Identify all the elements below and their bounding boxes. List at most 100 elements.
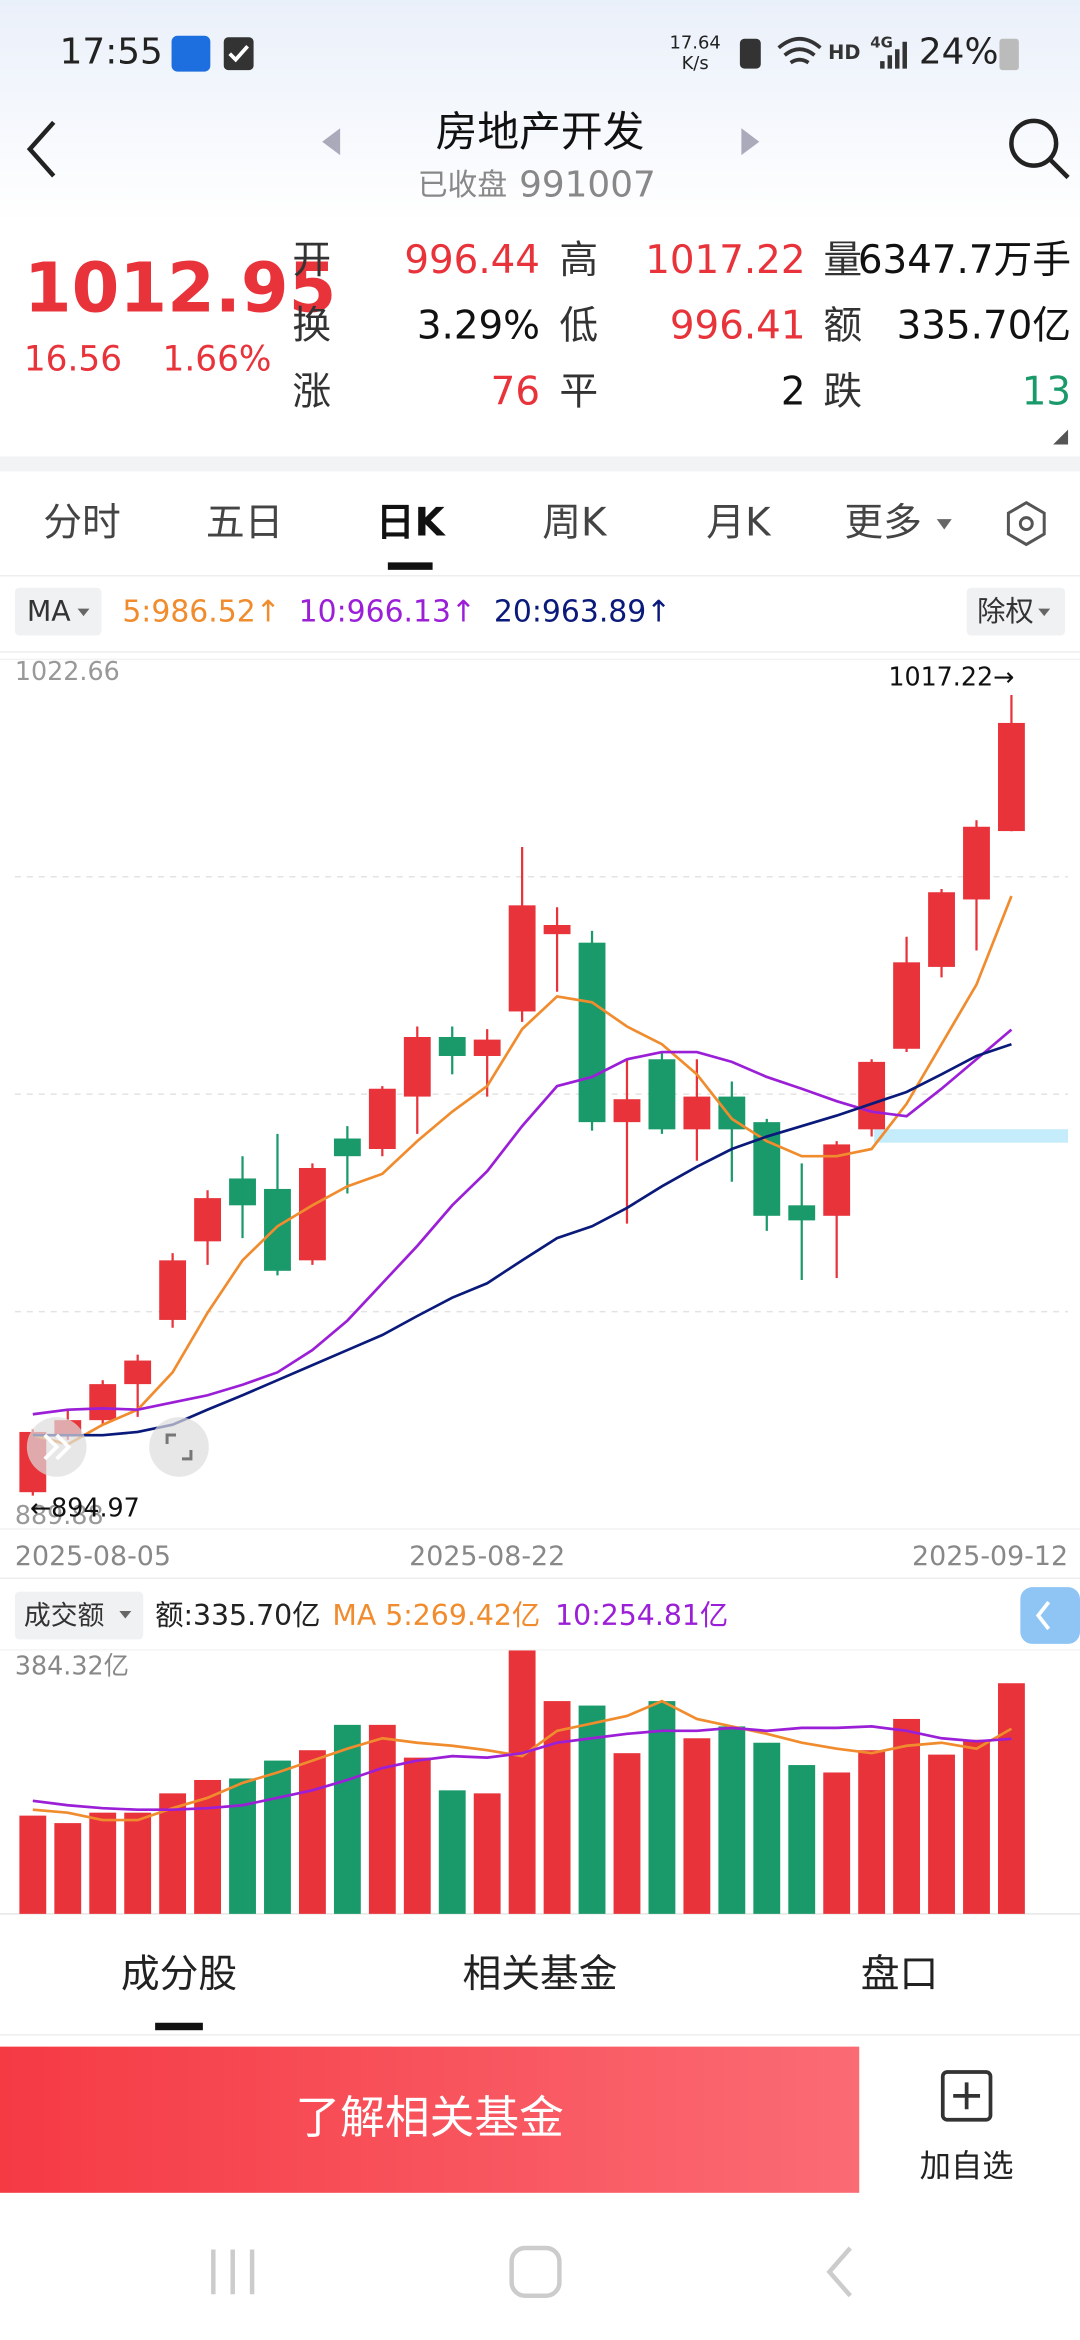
net-speed: 17.64 xyxy=(670,32,721,53)
candle-body xyxy=(788,1205,816,1221)
volume-ma-line xyxy=(32,1725,1012,1812)
fund-button-label: 了解相关基金 xyxy=(295,2091,564,2144)
volume-bar xyxy=(753,1742,781,1914)
candle-body xyxy=(124,1360,152,1385)
stat-label: 涨 xyxy=(292,369,331,414)
volume-bar xyxy=(928,1754,955,1914)
volume-bar xyxy=(613,1753,641,1914)
adjust-dropdown-arrow xyxy=(1038,608,1051,617)
bottom-tab[interactable]: 相关基金 xyxy=(462,1952,617,1997)
candle-body xyxy=(473,1039,501,1056)
section-gap xyxy=(0,456,1080,472)
nav-back[interactable] xyxy=(826,2246,852,2298)
collapse-icon xyxy=(43,1433,72,1461)
stat-label: 换 xyxy=(292,304,331,349)
stat-label: 低 xyxy=(559,304,598,349)
wifi-icon xyxy=(777,36,822,65)
side-panel-arrow xyxy=(1035,1600,1051,1631)
stat-label: 高 xyxy=(559,238,598,283)
prev-arrow[interactable] xyxy=(322,128,341,156)
stat-value: 6347.7万手 xyxy=(858,238,1071,283)
fullscreen-icon xyxy=(165,1433,193,1461)
candle-body xyxy=(928,892,955,967)
active-tab-indicator xyxy=(155,2022,203,2031)
volume-dropdown-arrow xyxy=(119,1611,132,1619)
volume-selector-label: 成交额 xyxy=(24,1601,105,1632)
volume-bar xyxy=(19,1815,47,1914)
fund-button[interactable] xyxy=(0,2046,860,2193)
bottom-tab[interactable]: 成分股 xyxy=(121,1952,237,1997)
candle-body xyxy=(333,1138,361,1157)
adjust-selector[interactable] xyxy=(966,587,1066,636)
volume-bar xyxy=(368,1724,396,1914)
period-tab[interactable]: 五日 xyxy=(206,501,284,546)
candle-body xyxy=(858,1061,886,1130)
hd-label: HD xyxy=(828,41,860,64)
x-tick-label: 2025-08-22 xyxy=(409,1541,565,1572)
watchlist-label: 加自选 xyxy=(920,2148,1014,2184)
stat-value: 76 xyxy=(491,369,540,414)
volume-selector[interactable] xyxy=(14,1591,144,1640)
candle-body xyxy=(578,942,606,1123)
stat-value: 3.29% xyxy=(417,304,540,349)
candle-body xyxy=(893,962,921,1049)
volume-bar xyxy=(229,1778,256,1914)
volume-bar xyxy=(823,1772,851,1914)
candle-body xyxy=(403,1036,431,1097)
volume-bar xyxy=(298,1750,326,1914)
candle-body xyxy=(229,1178,256,1206)
fullscreen-button[interactable] xyxy=(149,1417,209,1477)
candle-body xyxy=(613,1099,641,1123)
nav-home[interactable] xyxy=(509,2245,562,2298)
stat-label: 额 xyxy=(823,304,862,349)
x-tick-label: 2025-09-12 xyxy=(912,1541,1068,1572)
volume-legend: 成交额 额:335.70亿 MA 5:269.42亿 10:254.81亿 xyxy=(24,1599,728,1632)
ma-selector[interactable] xyxy=(14,587,102,636)
period-tab[interactable]: 周K xyxy=(542,501,608,546)
price-grid xyxy=(14,876,1069,1313)
stat-label: 平 xyxy=(559,369,598,414)
stat-value: 996.41 xyxy=(670,304,806,349)
nav-recent[interactable] xyxy=(211,2249,255,2295)
watchlist-icon[interactable] xyxy=(940,2070,993,2122)
candle-body xyxy=(648,1059,676,1130)
side-panel-tab[interactable] xyxy=(1020,1587,1080,1644)
candle-body xyxy=(683,1096,711,1130)
battery-level: 24% xyxy=(919,32,999,73)
period-tab[interactable]: 日K xyxy=(376,501,447,546)
volume-bar xyxy=(194,1779,221,1914)
volume-bar xyxy=(718,1726,746,1914)
candle-body xyxy=(368,1088,396,1149)
app-icon xyxy=(171,35,211,72)
bottom-tabs: 成分股 相关基金 盘口 xyxy=(121,1952,939,2031)
stat-value: 13 xyxy=(1022,369,1071,414)
stat-value: 1017.22 xyxy=(645,238,805,283)
ma-selector-label: MA xyxy=(27,595,71,628)
stat-label: 开 xyxy=(292,238,331,283)
candle-body xyxy=(963,826,990,900)
back-button[interactable] xyxy=(26,120,56,178)
candle-body xyxy=(508,905,536,1012)
period-tab[interactable]: 更多 xyxy=(844,501,922,546)
search-button[interactable] xyxy=(1009,118,1059,168)
next-arrow[interactable] xyxy=(741,128,760,156)
price-band xyxy=(874,1129,1069,1143)
volume-bar xyxy=(403,1757,431,1914)
y-tick-label: 1022.66 xyxy=(15,656,120,686)
period-tab[interactable]: 分时 xyxy=(43,501,121,546)
expand-corner[interactable] xyxy=(1053,429,1069,445)
search-handle xyxy=(1048,158,1070,180)
adjust-label: 除权 xyxy=(977,595,1034,628)
period-tab[interactable]: 月K xyxy=(706,501,772,546)
ma-line xyxy=(32,1028,1013,1416)
candle-body xyxy=(998,722,1025,832)
settings-icon[interactable] xyxy=(1006,500,1046,547)
y-tick-label: 384.32亿 xyxy=(15,1651,129,1681)
ma-legend: 5:986.52↑ 10:966.13↑ 20:963.89↑ xyxy=(122,595,671,630)
bottom-tab[interactable]: 盘口 xyxy=(861,1952,939,1997)
low-annotation: ←894.97 xyxy=(30,1493,140,1523)
volume-chart: 384.32亿 xyxy=(0,1649,1080,1915)
y-tick-label: 889.88 xyxy=(15,1500,104,1530)
volume-bar xyxy=(333,1724,361,1914)
